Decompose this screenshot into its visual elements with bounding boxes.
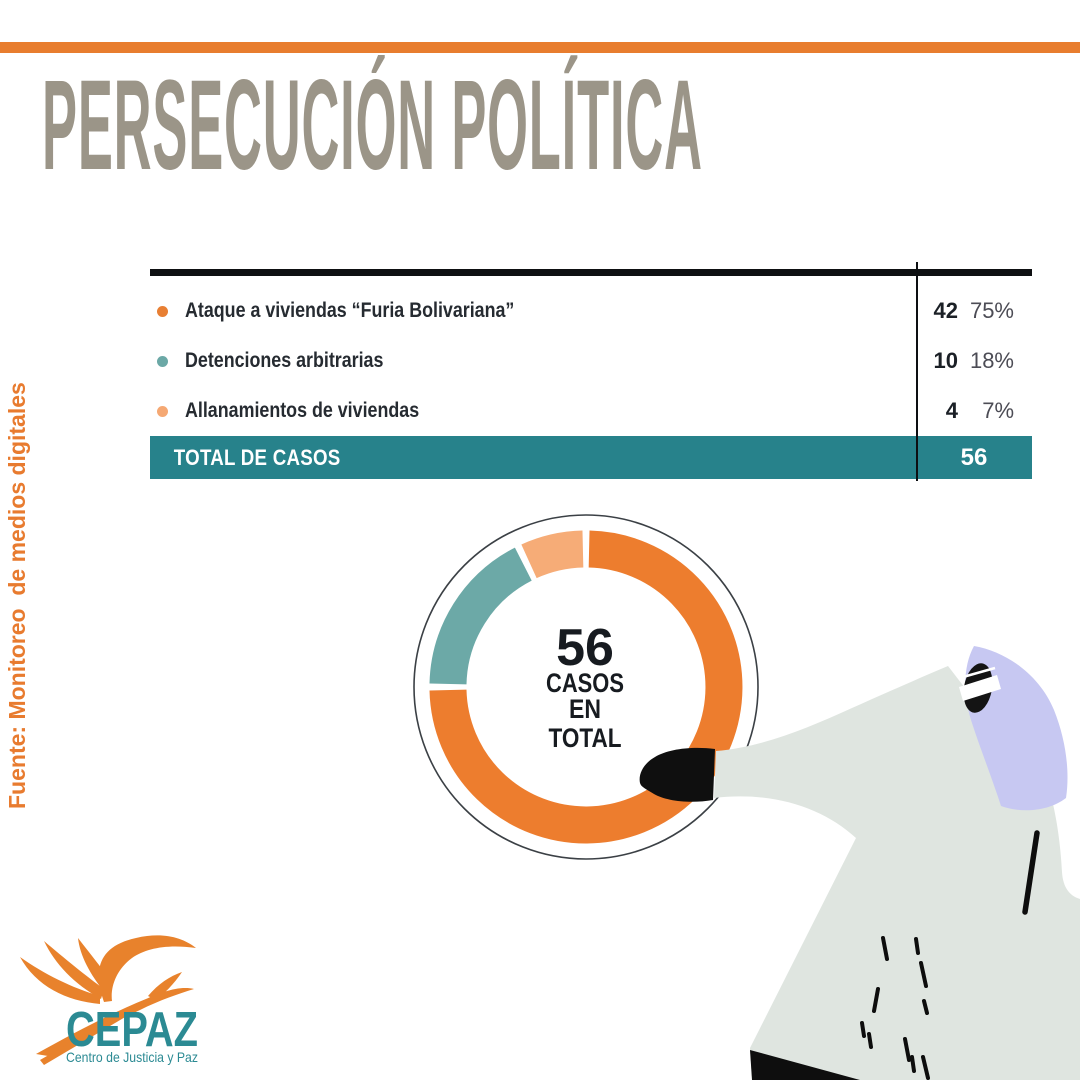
source-note: Fuente: Monitoreo de medios digitales xyxy=(4,382,30,810)
table-top-rule xyxy=(150,269,1032,276)
face xyxy=(963,663,993,713)
person-illustration xyxy=(639,646,1080,1080)
table-total-row: TOTAL DE CASOS 56 xyxy=(150,436,1032,479)
donut-outline-circle xyxy=(413,514,759,860)
coat-stitch-marks xyxy=(860,830,1040,1080)
row-percent: 7% xyxy=(982,398,1014,423)
donut-segment-2 xyxy=(429,547,533,685)
table-rows: Ataque a viviendas “Furia Bolivariana” 4… xyxy=(150,276,1032,436)
donut-chart: 56 CASOS EN TOTAL xyxy=(413,514,759,860)
bullet-icon xyxy=(157,405,168,417)
row-value: 10 xyxy=(933,348,958,373)
logo-wordmark: CEPAZ xyxy=(66,1003,198,1057)
dove-icon xyxy=(20,935,196,1065)
donut-segment-1 xyxy=(429,530,743,844)
table-row: Ataque a viviendas “Furia Bolivariana” 4… xyxy=(150,286,1032,336)
donut-center-line1: CASOS xyxy=(546,668,624,698)
donut-segments xyxy=(429,530,743,844)
total-value: 56 xyxy=(960,443,988,471)
logo-tagline: Centro de Justicia y Paz xyxy=(66,1049,198,1065)
table-column-divider xyxy=(916,262,918,481)
bullet-icon xyxy=(157,355,168,367)
donut-center-line3: TOTAL xyxy=(549,723,622,753)
total-label: TOTAL DE CASOS xyxy=(173,444,341,470)
donut-center-label: 56 CASOS EN TOTAL xyxy=(546,619,624,753)
face-mask xyxy=(959,675,1001,701)
coat-lapel-line xyxy=(1022,830,1040,915)
page-title: PERSECUCIÓN POLÍTICA xyxy=(42,54,703,197)
lab-coat xyxy=(714,666,1080,1080)
row-label: Detenciones arbitrarias xyxy=(185,349,384,372)
glove-hand xyxy=(639,747,715,802)
hair xyxy=(965,646,1068,811)
donut-center-line2: EN xyxy=(569,694,601,724)
row-label: Allanamientos de viviendas xyxy=(185,399,420,422)
goggles-glint xyxy=(962,666,996,679)
row-label: Ataque a viviendas “Furia Bolivariana” xyxy=(185,299,515,322)
row-percent: 75% xyxy=(969,298,1014,323)
row-value: 4 xyxy=(945,398,958,423)
table-row: Detenciones arbitrarias 10 18% xyxy=(150,336,1032,386)
donut-segment-3 xyxy=(521,530,584,579)
donut-center-value: 56 xyxy=(556,619,614,677)
data-table: Ataque a viviendas “Furia Bolivariana” 4… xyxy=(150,262,1032,481)
bullet-icon xyxy=(157,305,168,317)
cepaz-logo: CEPAZ Centro de Justicia y Paz xyxy=(20,935,198,1065)
top-accent-bar xyxy=(0,42,1080,53)
pants xyxy=(750,1050,860,1080)
row-value: 42 xyxy=(933,298,958,323)
table-row: Allanamientos de viviendas 4 7% xyxy=(150,386,1032,436)
row-percent: 18% xyxy=(969,348,1014,373)
